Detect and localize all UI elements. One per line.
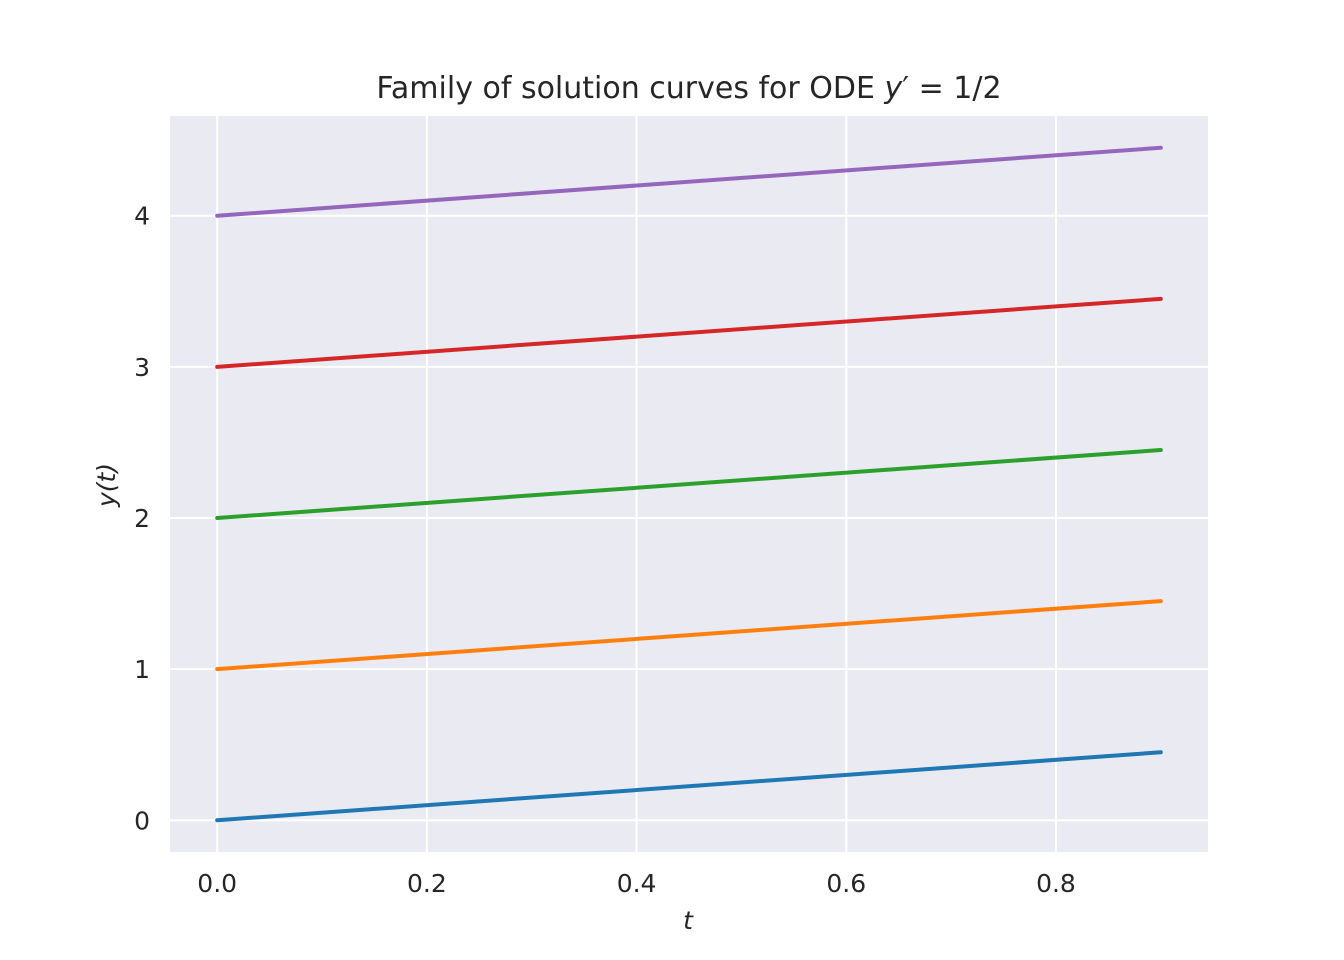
x-axis-label: t [683,906,694,935]
x-tick-label: 0.4 [617,869,657,898]
y-tick-label: 4 [134,202,150,231]
y-tick-label: 1 [134,655,150,684]
x-tick-label: 0.8 [1036,869,1076,898]
chart-title-rest: = 1/2 [909,71,1002,106]
x-tick-labels: 0.0 0.2 0.4 0.6 0.8 [197,869,1076,898]
series-lines [215,145,1163,823]
x-tick-label: 0.0 [197,869,237,898]
chart-title: Family of solution curves for ODE y′ = 1… [376,71,1001,106]
series-line-0 [215,750,1163,823]
series-line-3 [215,296,1163,369]
chart-title-prefix: Family of solution curves for ODE [376,71,884,106]
x-tick-label: 0.6 [826,869,866,898]
y-tick-label: 0 [134,806,150,835]
series-line-1 [215,599,1163,672]
series-line-4 [215,145,1163,218]
chart-title-prime: ′ [902,71,909,106]
series-line-2 [215,447,1163,521]
y-tick-labels: 0 1 2 3 4 [134,202,150,836]
y-tick-label: 3 [134,353,150,382]
x-tick-label: 0.2 [407,869,447,898]
chart-title-var: y [884,71,904,106]
grid-lines [170,116,1208,852]
y-axis-label: y(t) [92,463,121,508]
y-tick-label: 2 [134,504,150,533]
